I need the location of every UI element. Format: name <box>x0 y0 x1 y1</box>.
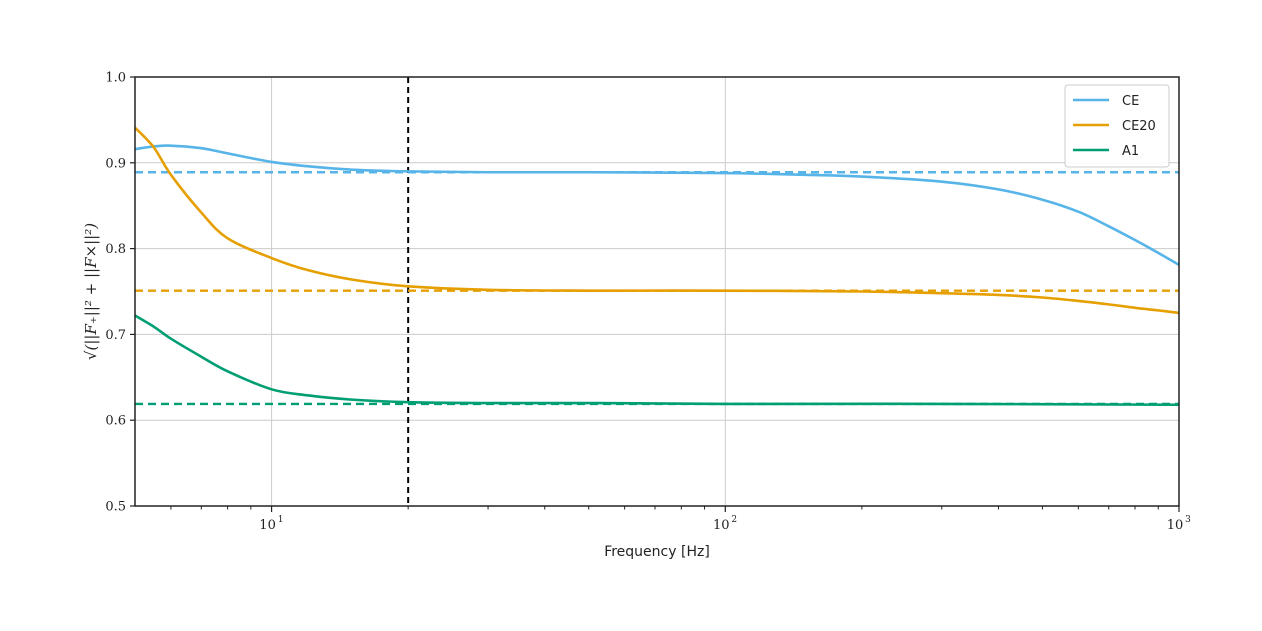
x-tick-exponent: 1 <box>278 515 284 525</box>
asymptote-lines <box>135 171 1179 406</box>
y-tick-label: 0.5 <box>105 500 126 515</box>
x-tick-label: 10 1 <box>259 515 283 533</box>
legend-item-a1: A1 <box>1073 144 1139 159</box>
x-tick-exponent: 3 <box>1185 515 1191 525</box>
axis-ticks <box>130 76 1180 512</box>
legend-label: CE <box>1122 94 1139 109</box>
plot-frame <box>134 76 1180 507</box>
y-tick-label: 0.6 <box>105 414 126 429</box>
y-tick-label: 1.0 <box>105 71 126 86</box>
x-tick-base: 10 <box>1167 518 1184 533</box>
series-line-ce <box>134 144 1180 267</box>
x-tick-label: 10 3 <box>1167 515 1191 533</box>
x-axis-label: Frequency [Hz] <box>604 544 710 560</box>
y-tick-label: 0.8 <box>105 242 126 257</box>
x-tick-exponent: 2 <box>731 515 737 525</box>
legend-item-ce20: CE20 <box>1073 119 1156 134</box>
series-lines <box>134 126 1180 407</box>
x-tick-label: 10 2 <box>713 515 737 533</box>
legend: CE CE20 A1 <box>1064 84 1170 168</box>
x-tick-base: 10 <box>259 518 276 533</box>
series-line-a1 <box>134 314 1180 407</box>
legend-label: CE20 <box>1122 119 1156 134</box>
x-tick-base: 10 <box>713 518 730 533</box>
legend-label: A1 <box>1122 144 1139 159</box>
tick-labels: 0.50.60.70.80.91.010 1 10 2 10 3 <box>105 71 1191 534</box>
y-tick-label: 0.9 <box>105 156 126 171</box>
legend-box <box>1064 84 1170 168</box>
y-tick-label: 0.7 <box>105 328 126 343</box>
y-axis-label: √(||F₊||² + ||F×||²) <box>82 223 100 360</box>
legend-item-ce: CE <box>1073 94 1139 109</box>
series-line-ce20 <box>134 126 1180 315</box>
